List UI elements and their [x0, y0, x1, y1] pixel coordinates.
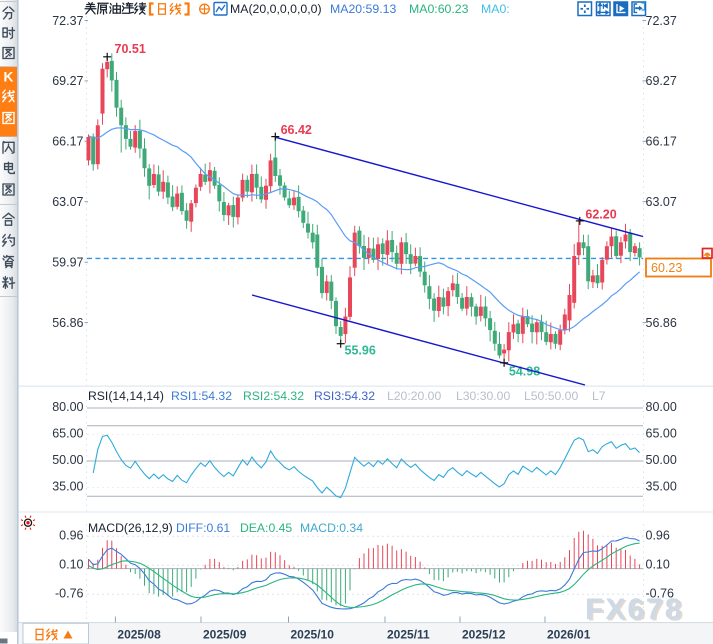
svg-text:69.27: 69.27: [52, 74, 83, 88]
svg-text:2025/10: 2025/10: [291, 628, 335, 642]
svg-text:RSI1:54.32: RSI1:54.32: [171, 389, 232, 403]
svg-text:50.00: 50.00: [52, 453, 83, 467]
svg-text:DEA:0.45: DEA:0.45: [240, 521, 292, 535]
svg-text:54.98: 54.98: [509, 365, 540, 379]
svg-text:0.96: 0.96: [59, 528, 83, 542]
svg-text:-0.76: -0.76: [646, 587, 675, 601]
svg-text:72.37: 72.37: [646, 14, 677, 28]
svg-text:DIFF:0.61: DIFF:0.61: [176, 521, 230, 535]
svg-text:56.86: 56.86: [52, 316, 83, 330]
svg-text:65.00: 65.00: [52, 427, 83, 441]
svg-text:RSI(14,14,14): RSI(14,14,14): [88, 389, 164, 403]
svg-text:MA(20,0,0,0,0,0): MA(20,0,0,0,0,0): [230, 2, 322, 16]
svg-text:56.86: 56.86: [646, 316, 677, 330]
svg-text:-0.76: -0.76: [55, 587, 84, 601]
svg-text:60.23: 60.23: [651, 261, 682, 275]
svg-text:L7: L7: [592, 389, 606, 403]
svg-text:35.00: 35.00: [52, 480, 83, 494]
svg-text:MA0:: MA0:: [481, 2, 510, 16]
svg-text:2025/11: 2025/11: [387, 628, 430, 642]
svg-text:MA20:59.13: MA20:59.13: [330, 2, 396, 16]
svg-text:FX678: FX678: [585, 593, 683, 626]
svg-text:L20:20.00: L20:20.00: [387, 389, 441, 403]
svg-text:59.97: 59.97: [52, 256, 83, 270]
svg-text:65.00: 65.00: [646, 427, 677, 441]
svg-text:62.20: 62.20: [585, 207, 616, 221]
svg-text:RSI2:54.32: RSI2:54.32: [243, 389, 304, 403]
svg-text:L50:50.00: L50:50.00: [524, 389, 578, 403]
svg-text:66.42: 66.42: [281, 123, 312, 137]
svg-text:MACD:0.34: MACD:0.34: [300, 521, 363, 535]
svg-text:70.51: 70.51: [115, 42, 146, 56]
svg-text:66.17: 66.17: [52, 135, 83, 149]
svg-text:MA0:60.23: MA0:60.23: [409, 2, 469, 16]
svg-text:K: K: [4, 70, 14, 85]
svg-text:35.00: 35.00: [646, 480, 677, 494]
svg-text:RSI3:54.32: RSI3:54.32: [314, 389, 375, 403]
svg-text:55.96: 55.96: [345, 344, 376, 358]
svg-text:72.37: 72.37: [52, 14, 83, 28]
svg-text:69.27: 69.27: [646, 74, 677, 88]
svg-text:2025/08: 2025/08: [117, 628, 161, 642]
svg-text:80.00: 80.00: [52, 400, 83, 414]
svg-text:2025/12: 2025/12: [462, 628, 506, 642]
svg-text:L30:30.00: L30:30.00: [456, 389, 510, 403]
svg-text:0.10: 0.10: [59, 558, 83, 572]
svg-text:63.07: 63.07: [646, 195, 677, 209]
svg-text:0.96: 0.96: [646, 528, 670, 542]
svg-text:0.10: 0.10: [646, 558, 670, 572]
svg-text:2026/01: 2026/01: [547, 628, 591, 642]
svg-text:66.17: 66.17: [646, 135, 677, 149]
svg-text:80.00: 80.00: [646, 400, 677, 414]
svg-text:2025/09: 2025/09: [203, 628, 247, 642]
svg-text:63.07: 63.07: [52, 195, 83, 209]
svg-text:MACD(26,12,9): MACD(26,12,9): [88, 521, 173, 535]
svg-text:50.00: 50.00: [646, 453, 677, 467]
